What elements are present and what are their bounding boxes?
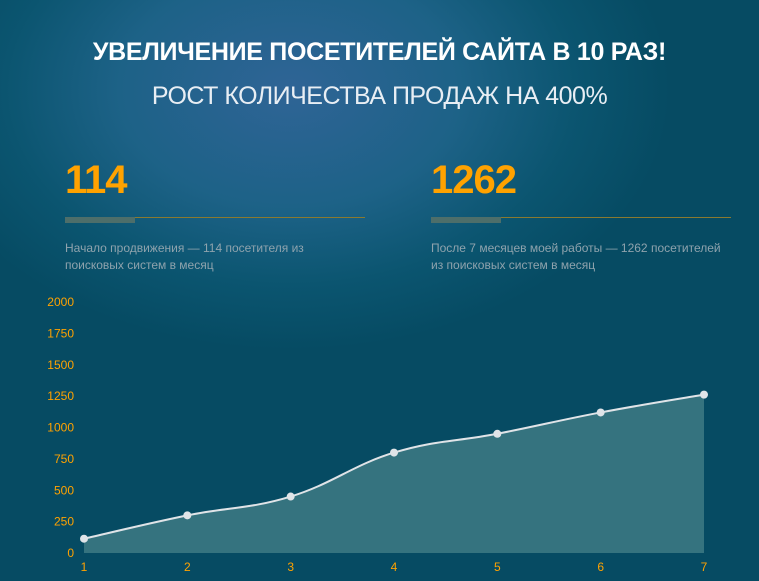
x-tick-label: 2 <box>184 560 191 574</box>
y-tick-label: 250 <box>54 515 74 529</box>
data-point <box>286 492 295 501</box>
divider <box>65 217 365 223</box>
divider <box>431 217 731 223</box>
x-tick-label: 7 <box>701 560 708 574</box>
data-point <box>596 408 605 417</box>
data-point <box>80 534 88 543</box>
y-tick-label: 0 <box>67 546 74 560</box>
x-tick-label: 4 <box>391 560 398 574</box>
y-tick-label: 500 <box>54 483 74 497</box>
stat-description: После 7 месяцев моей работы — 1262 посет… <box>431 241 721 272</box>
page-title: УВЕЛИЧЕНИЕ ПОСЕТИТЕЛЕЙ САЙТА В 10 РАЗ! <box>92 38 667 66</box>
page-subtitle: РОСТ КОЛИЧЕСТВА ПРОДАЖ НА 400% <box>151 82 608 110</box>
y-tick-label: 750 <box>54 452 74 466</box>
stat-start: 114 Начало продвижения — 114 посетителя … <box>65 158 365 274</box>
data-point <box>390 448 398 457</box>
x-tick-label: 5 <box>494 560 501 574</box>
y-tick-label: 2000 <box>47 295 74 309</box>
y-tick-label: 1250 <box>47 389 74 403</box>
divider-accent <box>65 217 135 223</box>
x-tick-label: 1 <box>81 560 88 574</box>
x-tick-label: 3 <box>287 560 294 574</box>
stat-value: 1262 <box>431 158 517 202</box>
area-fill <box>84 394 704 553</box>
y-tick-label: 1500 <box>47 358 74 372</box>
x-tick-label: 6 <box>597 560 604 574</box>
stat-description: Начало продвижения — 114 посетителя из п… <box>65 241 304 272</box>
stat-value: 114 <box>65 158 128 202</box>
stat-result: 1262 После 7 месяцев моей работы — 1262 … <box>431 158 731 274</box>
data-point <box>493 429 502 438</box>
data-point <box>700 390 708 399</box>
y-tick-label: 1000 <box>47 421 74 435</box>
data-point <box>183 511 192 520</box>
divider-accent <box>431 217 501 223</box>
y-tick-label: 1750 <box>47 326 74 340</box>
